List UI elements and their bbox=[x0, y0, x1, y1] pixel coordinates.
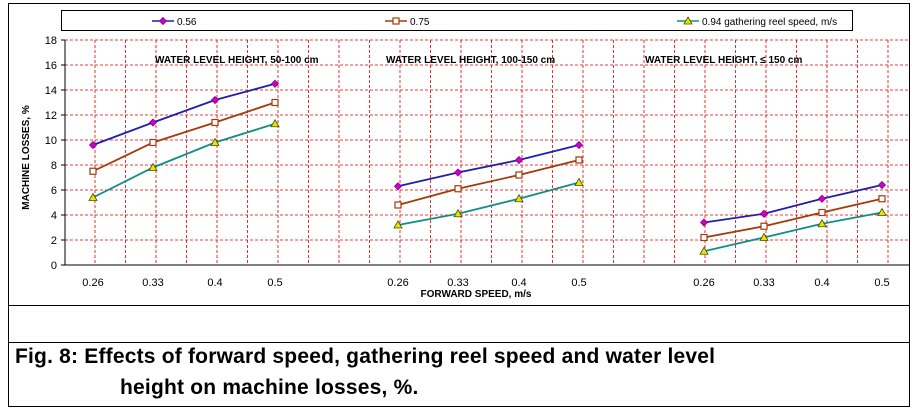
y-tick-label: 16 bbox=[45, 60, 57, 72]
series-line-0.94 bbox=[92, 122, 276, 199]
legend-marker-1 bbox=[158, 16, 168, 26]
y-tick-label: 6 bbox=[51, 185, 57, 197]
data-point bbox=[453, 208, 463, 218]
data-point bbox=[454, 185, 462, 193]
x-tick-label: 0.4 bbox=[207, 277, 222, 289]
panel-title: WATER LEVEL HEIGHT, 50-100 cm bbox=[155, 55, 319, 66]
data-point bbox=[210, 137, 220, 146]
x-tick-label: 0.4 bbox=[511, 277, 526, 289]
series-line-0.56 bbox=[703, 184, 883, 224]
legend-marker-2 bbox=[392, 17, 400, 25]
data-point bbox=[149, 138, 157, 147]
panel-1: WATER LEVEL HEIGHT, 50-100 cm bbox=[88, 55, 319, 201]
data-point bbox=[211, 118, 219, 127]
series-line-0.75 bbox=[92, 101, 276, 173]
x-tick-label: 0.5 bbox=[874, 277, 889, 289]
panel-title: WATER LEVEL HEIGHT, 100-150 cm bbox=[386, 55, 555, 66]
data-point bbox=[817, 218, 827, 228]
data-point bbox=[817, 194, 827, 203]
series-line-0.56 bbox=[92, 82, 276, 146]
series-line-0.75 bbox=[397, 159, 580, 206]
data-point bbox=[393, 182, 403, 191]
data-point bbox=[514, 193, 524, 203]
legend: 0.56 0.75 0.94 gathering reel speed, m/s bbox=[61, 10, 853, 31]
data-point bbox=[759, 209, 769, 218]
x-tick-label: 0.26 bbox=[693, 277, 714, 289]
x-tick-label: 0.33 bbox=[447, 277, 468, 289]
legend-box bbox=[61, 10, 853, 31]
data-point bbox=[270, 118, 280, 128]
data-point bbox=[700, 233, 708, 242]
data-point bbox=[574, 177, 584, 186]
data-point bbox=[453, 168, 463, 177]
x-tick-label: 0.33 bbox=[142, 277, 163, 289]
x-ticks: 0.26 0.33 0.4 0.5 0.26 0.33 0.4 0.5 0.26 0.33 0.4 0… bbox=[82, 277, 889, 289]
series-line-0.94 bbox=[703, 211, 883, 253]
data-point bbox=[878, 195, 886, 203]
legend-label-3: 0.94 gathering reel speed, m/s bbox=[702, 17, 837, 28]
y-tick-label: 8 bbox=[51, 160, 57, 172]
data-point bbox=[877, 207, 887, 216]
y-tick-label: 12 bbox=[45, 110, 57, 122]
data-point bbox=[88, 192, 98, 201]
data-point bbox=[760, 222, 768, 230]
x-tick-label: 0.5 bbox=[267, 277, 282, 289]
data-point bbox=[89, 167, 97, 175]
chart: 0.56 0.75 0.94 gathering reel speed, m/s02… bbox=[8, 3, 910, 306]
data-point bbox=[699, 218, 709, 227]
series-line-0.56 bbox=[397, 144, 580, 188]
y-tick-label: 2 bbox=[51, 235, 57, 247]
y-tick-label: 4 bbox=[51, 210, 57, 222]
panel-2: WATER LEVEL HEIGHT, 100-150 cm bbox=[386, 55, 584, 229]
x-tick-label: 0.5 bbox=[571, 277, 586, 289]
legend-label-2: 0.75 bbox=[410, 17, 430, 28]
y-axis-title: MACHINE LOSSES, % bbox=[21, 105, 32, 210]
series-line-0.94 bbox=[397, 181, 580, 226]
data-point bbox=[759, 232, 769, 241]
data-point bbox=[514, 155, 524, 165]
data-point bbox=[88, 140, 98, 150]
figure-caption-line-1: Fig. 8: Effects of forward speed, gather… bbox=[15, 345, 716, 368]
data-point bbox=[393, 220, 403, 229]
panel-title: WATER LEVEL HEIGHT, ≤ 150 cm bbox=[645, 55, 802, 66]
data-point bbox=[270, 79, 280, 88]
series-line-0.75 bbox=[703, 197, 883, 239]
data-point bbox=[148, 162, 158, 171]
legend-marker-3 bbox=[683, 16, 693, 25]
data-point bbox=[210, 95, 220, 105]
y-tick-label: 18 bbox=[45, 35, 57, 47]
x-axis-title: FORWARD SPEED, m/s bbox=[421, 289, 532, 300]
data-point bbox=[515, 171, 523, 179]
data-point bbox=[574, 140, 584, 150]
panel-3: WATER LEVEL HEIGHT, ≤ 150 cm bbox=[645, 55, 887, 255]
data-point bbox=[877, 180, 887, 190]
x-tick-label: 0.4 bbox=[814, 277, 829, 289]
data-point bbox=[575, 156, 583, 164]
data-point bbox=[271, 98, 279, 107]
y-tick-label: 14 bbox=[45, 85, 57, 97]
data-point bbox=[818, 208, 826, 217]
chart-border bbox=[8, 3, 910, 306]
x-tick-label: 0.26 bbox=[82, 277, 103, 289]
data-point bbox=[148, 118, 158, 127]
y-ticks: 0 2 4 6 8 10 12 14 16 18 bbox=[45, 35, 65, 272]
x-tick-label: 0.33 bbox=[753, 277, 774, 289]
data-point bbox=[394, 201, 402, 209]
blank-table-row bbox=[8, 305, 910, 343]
data-point bbox=[699, 246, 709, 255]
figure-caption-line-2: height on machine losses, %. bbox=[120, 376, 419, 399]
legend-label-1: 0.56 bbox=[177, 17, 197, 28]
x-tick-label: 0.26 bbox=[387, 277, 408, 289]
y-tick-label: 0 bbox=[51, 260, 57, 272]
caption-box: Fig. 8: Effects of forward speed, gather… bbox=[8, 343, 910, 407]
y-tick-label: 10 bbox=[45, 135, 57, 147]
